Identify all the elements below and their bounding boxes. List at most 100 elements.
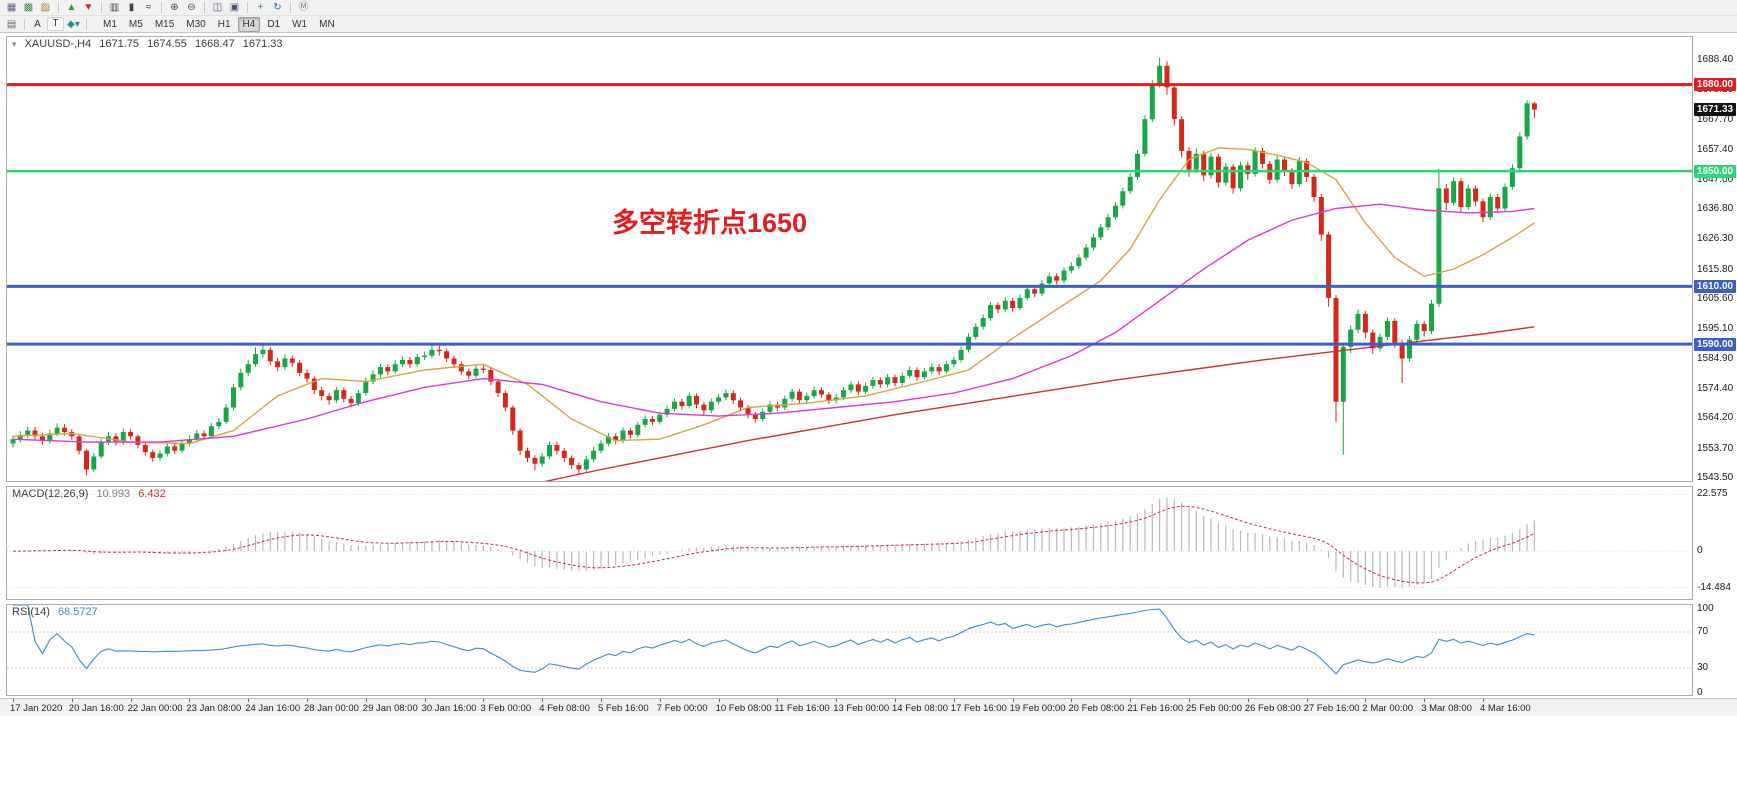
text-tool-icon[interactable]: T <box>47 17 64 31</box>
time-tick <box>1365 699 1367 702</box>
toolbar-separator <box>86 18 87 30</box>
time-tick-label: 22 Jan 00:00 <box>127 703 183 714</box>
cascade-windows-icon[interactable]: ▣ <box>229 2 240 13</box>
ma-slow-red <box>544 326 1535 481</box>
macd-canvas[interactable] <box>7 487 1692 599</box>
level-price-label: 1650.00 <box>1694 164 1736 178</box>
rsi-canvas[interactable] <box>7 605 1692 695</box>
price-tick-label: 1553.70 <box>1697 442 1734 454</box>
price-tick-label: 1574.40 <box>1697 383 1734 394</box>
close-value: 1671.33 <box>242 38 283 50</box>
low-value: 1668.47 <box>194 38 235 50</box>
time-tick <box>542 699 544 702</box>
timeframe-button-M30[interactable]: M30 <box>186 18 206 30</box>
time-tick-label: 28 Jan 00:00 <box>304 703 359 714</box>
macd-header: MACD(12,26,9) 10.993 6.432 <box>12 488 171 500</box>
chart-annotation-text[interactable]: 多空转折点1650 <box>612 208 808 238</box>
timeframe-toolbar: M1 M5 M15 M30 H1 H4 D1 W1 MN <box>97 16 341 32</box>
macd-label: MACD(12,26,9) <box>12 488 89 500</box>
time-tick <box>659 699 661 702</box>
time-tick <box>424 699 426 702</box>
time-tick <box>1483 699 1484 702</box>
time-tick-label: 17 Feb 16:00 <box>950 703 1007 714</box>
chart-window-icon[interactable]: ▤ <box>6 18 17 30</box>
price-tick-label: 1543.50 <box>1697 472 1734 484</box>
price-tick-label: 1647.00 <box>1697 173 1734 185</box>
time-tick <box>953 699 955 702</box>
profiles-icon[interactable]: ▨ <box>40 2 51 13</box>
time-tick <box>1130 699 1132 702</box>
candles-layer <box>10 57 1537 476</box>
time-tick-label: 14 Feb 08:00 <box>892 703 948 714</box>
toolbar-separator <box>204 2 205 13</box>
rsi-indicator-panel[interactable] <box>6 604 1693 696</box>
buy-arrow-icon[interactable]: ▲ <box>66 2 77 13</box>
timeframe-button-H4[interactable]: H4 <box>237 16 261 32</box>
metaeditor-icon[interactable]: Ⓜ <box>298 2 309 13</box>
chart-grid-icon[interactable]: ▦ <box>6 2 17 13</box>
time-tick-label: 29 Jan 08:00 <box>362 703 418 714</box>
price-axis[interactable]: 1688.401678.201667.701657.401647.001636.… <box>1694 33 1737 715</box>
time-tick-label: 19 Feb 00:00 <box>1009 703 1066 714</box>
timeframe-button-M15[interactable]: M15 <box>154 18 175 30</box>
time-tick <box>718 699 720 702</box>
price-tick-label: 1595.10 <box>1697 323 1734 335</box>
bar-chart-icon[interactable]: ▥ <box>109 2 120 13</box>
timeframe-button-D1[interactable]: D1 <box>267 18 281 30</box>
time-tick <box>1012 699 1014 702</box>
toolbar-separator <box>24 18 25 30</box>
auto-trading-icon[interactable]: ↻ <box>273 2 282 13</box>
add-indicator-icon[interactable]: + <box>257 2 264 13</box>
candlestick-chart-icon[interactable]: ▮ <box>128 2 135 13</box>
timeframe-button-M1[interactable]: M1 <box>103 18 117 30</box>
macd-tick-label: -14.484 <box>1697 581 1731 593</box>
ma-mid-magenta <box>12 203 1535 443</box>
time-tick <box>777 699 779 702</box>
tile-windows-icon[interactable]: ◫ <box>212 2 223 13</box>
timeframe-button-H1[interactable]: H1 <box>217 18 231 30</box>
timeframe-button-W1[interactable]: W1 <box>292 18 308 30</box>
time-tick <box>130 699 132 702</box>
main-chart-panel[interactable] <box>6 36 1693 482</box>
text-label-tool-icon[interactable]: A <box>34 18 41 30</box>
ma-fast-gold <box>12 147 1535 445</box>
new-chart-icon[interactable]: ▩ <box>23 2 34 13</box>
horizontal-levels-layer[interactable] <box>7 83 1692 346</box>
rsi-header: RSI(14) 68.5727 <box>12 606 103 618</box>
rsi-tick-label: 30 <box>1697 662 1709 673</box>
style-dropdown-icon[interactable]: ◆▾ <box>67 18 80 30</box>
time-tick <box>483 699 485 702</box>
time-tick-label: 26 Feb 08:00 <box>1244 703 1301 714</box>
time-tick <box>836 699 838 702</box>
chart-collapse-icon[interactable]: ▾ <box>12 39 17 49</box>
time-tick <box>71 699 73 702</box>
zoom-out-icon[interactable]: ⊖ <box>187 2 196 13</box>
time-axis[interactable]: 17 Jan 2020 20 Jan 16:00 22 Jan 00:00 23 Ja… <box>0 698 1737 716</box>
line-chart-icon[interactable]: ≈ <box>145 2 152 13</box>
moving-averages-layer[interactable] <box>12 147 1535 481</box>
symbol-period-label: XAUUSD-,H4 <box>24 38 92 50</box>
level-price-label: 1680.00 <box>1694 78 1736 92</box>
time-tick <box>307 699 308 702</box>
price-tick-label: 1605.60 <box>1697 293 1734 305</box>
time-tick-label: 2 Mar 00:00 <box>1362 703 1414 714</box>
time-tick-label: 3 Feb 00:00 <box>480 703 532 714</box>
zoom-in-icon[interactable]: ⊕ <box>170 2 179 13</box>
macd-signal-value: 6.432 <box>138 488 166 500</box>
time-tick-label: 27 Feb 16:00 <box>1303 703 1360 714</box>
timeframe-button-MN[interactable]: MN <box>319 18 335 30</box>
price-tick-label: 1584.90 <box>1697 352 1734 364</box>
sell-arrow-icon[interactable]: ▼ <box>83 2 94 13</box>
macd-indicator-panel[interactable] <box>6 486 1693 600</box>
time-tick <box>248 699 250 702</box>
timeframe-button-M5[interactable]: M5 <box>128 18 143 30</box>
rsi-line <box>13 605 1535 675</box>
time-tick-label: 4 Mar 16:00 <box>1480 703 1531 714</box>
macd-histogram-layer <box>19 497 1536 588</box>
main-chart-canvas[interactable] <box>7 37 1692 481</box>
time-tick-label: 23 Jan 08:00 <box>186 703 242 714</box>
macd-gridlines <box>7 493 1692 589</box>
macd-signal-line <box>12 505 1535 584</box>
time-tick <box>1306 699 1308 702</box>
rsi-tick-label: 100 <box>1697 603 1714 614</box>
